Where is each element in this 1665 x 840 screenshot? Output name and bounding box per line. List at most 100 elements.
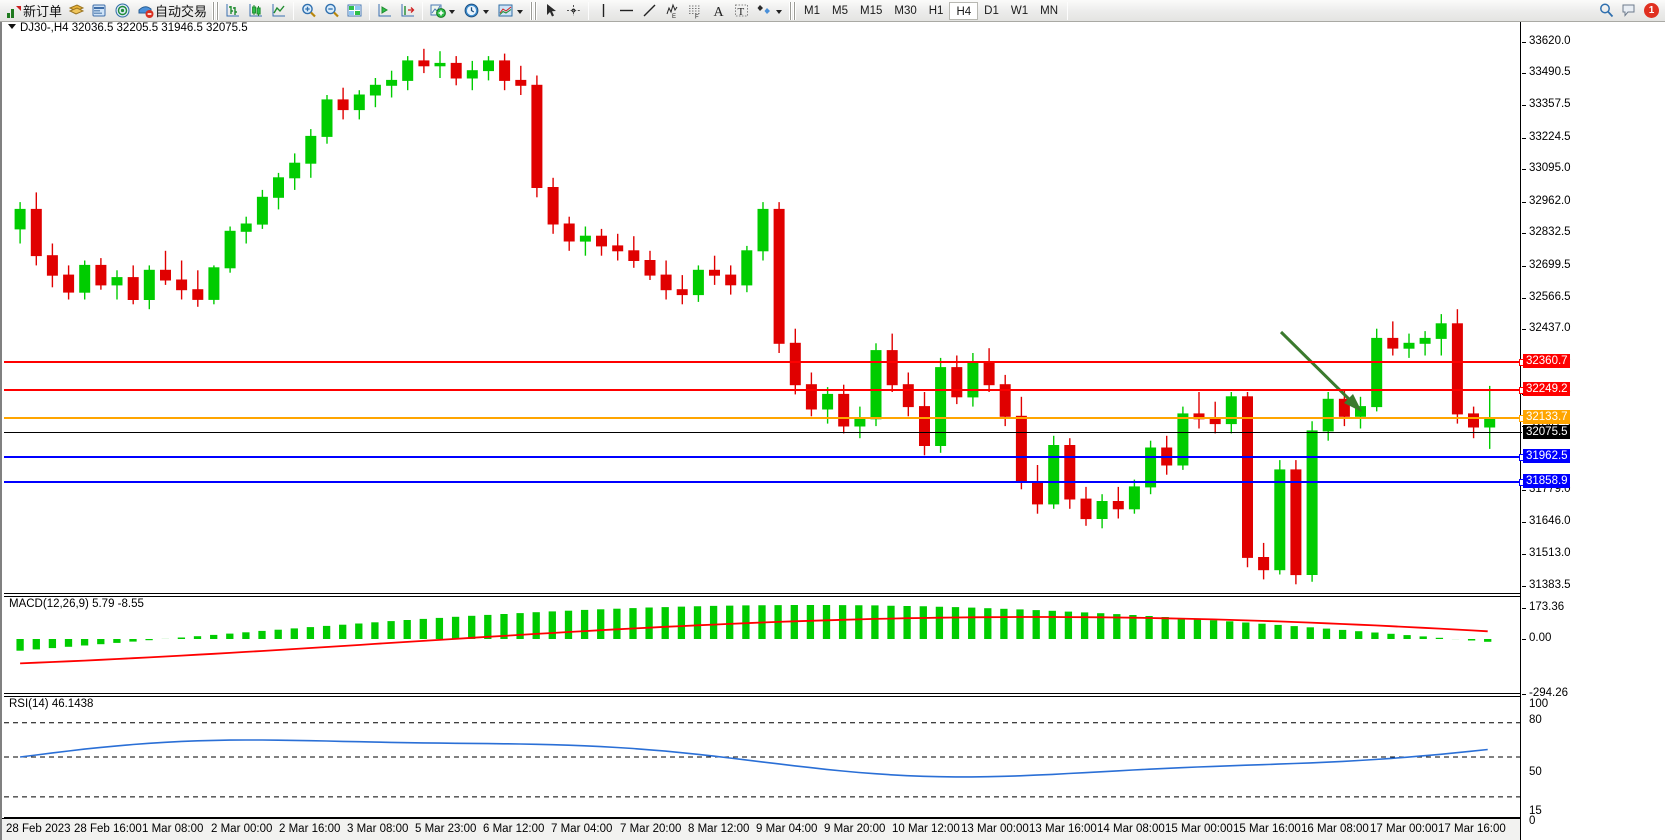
- auto-trading-icon: [137, 2, 154, 19]
- timeframe-d1[interactable]: D1: [984, 4, 999, 17]
- shapes-caret-icon[interactable]: [776, 9, 783, 14]
- level-line-pivot[interactable]: [4, 415, 1526, 422]
- toolbar-grip-1[interactable]: [212, 1, 220, 20]
- auto-scroll-button[interactable]: [396, 1, 419, 21]
- chart-shift-button[interactable]: [373, 1, 396, 21]
- horizontal-line-button[interactable]: [615, 1, 638, 21]
- chart-collapse-caret-icon[interactable]: [8, 24, 16, 29]
- zoom-in-button[interactable]: [297, 1, 320, 21]
- timeframe-m1[interactable]: M1: [804, 4, 821, 17]
- rsi-series: [4, 722, 1520, 798]
- price-tag-current[interactable]: 32075.5: [1523, 425, 1570, 439]
- navigator-button[interactable]: [88, 1, 111, 21]
- crosshair-icon: [565, 2, 582, 19]
- time-axis-tick: 15 Mar 00:00: [1165, 823, 1233, 835]
- chart-area[interactable]: DJ30-,H4 32036.5 32205.5 31946.5 32075.5: [0, 22, 1665, 840]
- price-axis[interactable]: 33620.0 33490.5 33357.5 33224.5 33095.0 32962…: [1520, 22, 1665, 840]
- time-axis-tick: 13 Mar 00:00: [961, 823, 1029, 835]
- macd-series: [16, 605, 1492, 665]
- zoom-out-button[interactable]: [320, 1, 343, 21]
- toolbar-grip-3[interactable]: [789, 1, 797, 20]
- time-axis-tick: 1 Mar 08:00: [142, 823, 204, 835]
- line-chart-button[interactable]: [267, 1, 290, 21]
- fibonacci-icon: F: [687, 2, 704, 19]
- new-order-button[interactable]: 新订单: [2, 1, 65, 21]
- time-axis-tick: 7 Mar 20:00: [620, 823, 682, 835]
- timeframe-w1[interactable]: W1: [1010, 4, 1029, 17]
- time-axis-tick: 2 Mar 16:00: [279, 823, 341, 835]
- rsi-title: RSI(14) 46.1438: [9, 698, 94, 710]
- macd-axis-tick: 0.00: [1522, 632, 1551, 644]
- templates-button[interactable]: [494, 1, 528, 21]
- price-axis-tick: 32437.0: [1522, 322, 1571, 334]
- time-axis-tick: 28 Feb 16:00: [74, 823, 142, 835]
- search-icon[interactable]: [1598, 2, 1615, 19]
- templates-icon: [497, 2, 514, 19]
- price-axis-tick: 33620.0: [1522, 35, 1571, 47]
- price-tag-resistance-lower[interactable]: 32249.2: [1523, 382, 1570, 396]
- zoom-out-icon: [323, 2, 340, 19]
- tile-windows-button[interactable]: [343, 1, 366, 21]
- toolbar-separator-4: [588, 1, 590, 20]
- auto-trading-button[interactable]: 自动交易: [134, 1, 210, 21]
- templates-caret-icon[interactable]: [517, 9, 524, 14]
- vertical-line-button[interactable]: [592, 1, 615, 21]
- level-line-resistance-upper[interactable]: [4, 359, 1526, 366]
- main-toolbar: 新订单: [0, 0, 1665, 22]
- timeframe-m15[interactable]: M15: [860, 4, 883, 17]
- time-axis-tick: 8 Mar 12:00: [688, 823, 750, 835]
- trendline-button[interactable]: [638, 1, 661, 21]
- timeframe-h1[interactable]: H1: [928, 4, 944, 17]
- timeframe-m30[interactable]: M30: [894, 4, 917, 17]
- toolbar-grip-2[interactable]: [530, 1, 538, 20]
- toolbar-separator-3: [422, 1, 424, 20]
- rsi-axis-tick: 100: [1529, 698, 1549, 710]
- price-pane[interactable]: DJ30-,H4 32036.5 32205.5 31946.5 32075.5: [4, 22, 1526, 594]
- timeframe-h4[interactable]: H4: [949, 1, 979, 20]
- timeframe-mn[interactable]: MN: [1040, 4, 1058, 17]
- horizontal-line-icon: [618, 2, 635, 19]
- rsi-pane[interactable]: RSI(14) 46.1438: [4, 696, 1522, 818]
- alerts-icon[interactable]: [1621, 2, 1638, 19]
- price-tag-resistance-upper[interactable]: 32360.7: [1523, 354, 1570, 368]
- macd-title: MACD(12,26,9) 5.79 -8.55: [9, 598, 144, 610]
- add-indicator-button[interactable]: [426, 1, 460, 21]
- level-line-support-upper[interactable]: [4, 454, 1526, 461]
- time-axis-tick: 17 Mar 16:00: [1438, 823, 1506, 835]
- alert-count-badge[interactable]: 1: [1644, 3, 1659, 18]
- text-label-button[interactable]: T: [730, 1, 753, 21]
- cursor-icon: [542, 2, 559, 19]
- time-axis-tick: 13 Mar 16:00: [1029, 823, 1097, 835]
- candlestick-chart-button[interactable]: [244, 1, 267, 21]
- data-window-button[interactable]: [65, 1, 88, 21]
- fibonacci-button[interactable]: F: [684, 1, 707, 21]
- price-axis-tick: 31646.0: [1522, 515, 1571, 527]
- chart-shift-icon: [376, 2, 393, 19]
- bar-chart-button[interactable]: [221, 1, 244, 21]
- text-button[interactable]: A: [707, 1, 730, 21]
- period-button[interactable]: [460, 1, 494, 21]
- period-caret-icon[interactable]: [483, 9, 490, 14]
- macd-axis-tick: -294.26: [1522, 687, 1568, 699]
- level-line-resistance-lower[interactable]: [4, 387, 1526, 394]
- elliott-wave-button[interactable]: E: [661, 1, 684, 21]
- add-indicator-caret-icon[interactable]: [449, 9, 456, 14]
- time-axis[interactable]: 28 Feb 2023 28 Feb 16:00 1 Mar 08:00 2 Mar …: [2, 818, 1522, 840]
- timeframe-m5[interactable]: M5: [832, 4, 848, 17]
- macd-pane[interactable]: MACD(12,26,9) 5.79 -8.55: [4, 596, 1522, 694]
- price-tag-pivot[interactable]: 32133.7: [1523, 410, 1570, 424]
- toolbar-separator-5: [1067, 1, 1068, 20]
- trendline-icon: [641, 2, 658, 19]
- crosshair-button[interactable]: [562, 1, 585, 21]
- time-axis-tick: 9 Mar 04:00: [756, 823, 818, 835]
- signals-icon: [114, 2, 131, 19]
- price-tag-support-lower[interactable]: 31858.9: [1523, 474, 1570, 488]
- cursor-button[interactable]: [539, 1, 562, 21]
- price-axis-tick: 33095.0: [1522, 162, 1571, 174]
- price-tag-support-upper[interactable]: 31962.5: [1523, 449, 1570, 463]
- time-axis-tick: 3 Mar 08:00: [347, 823, 409, 835]
- shapes-icon: [756, 2, 773, 19]
- signals-button[interactable]: [111, 1, 134, 21]
- level-line-support-lower[interactable]: [4, 479, 1526, 486]
- shapes-button[interactable]: [753, 1, 787, 21]
